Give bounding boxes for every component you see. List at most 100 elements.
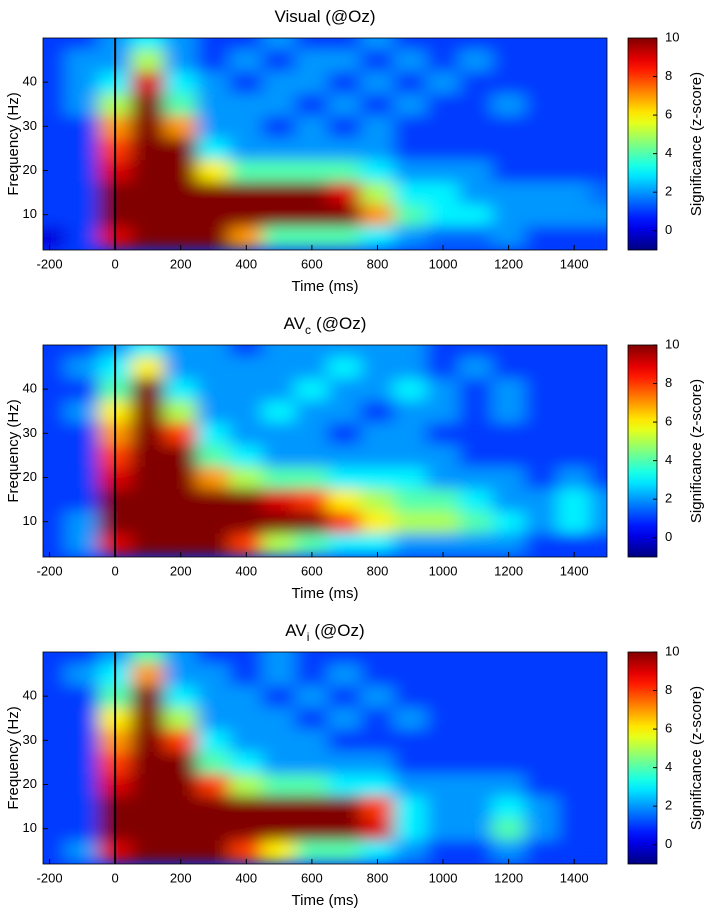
heatmap-cells: [43, 38, 607, 249]
heatmap-cell: [43, 203, 67, 227]
heatmap-cell: [458, 114, 493, 138]
y-tick-label: 30: [23, 425, 37, 440]
heatmap-cell: [491, 377, 526, 401]
heatmap-cell: [426, 377, 460, 401]
heatmap-cell: [360, 38, 395, 50]
heatmap-cell: [294, 225, 329, 249]
title-text: AV: [284, 314, 306, 333]
heatmap-cell: [590, 203, 607, 227]
heatmap-cell: [43, 355, 67, 379]
heatmap-cell: [262, 443, 296, 467]
heatmap-cell: [294, 839, 329, 863]
heatmap-cell: [590, 114, 607, 138]
heatmap-cell: [163, 465, 198, 490]
heatmap-cell: [426, 750, 460, 774]
heatmap-cell: [327, 795, 362, 819]
heatmap-cell: [393, 728, 428, 752]
heatmap-cell: [360, 70, 395, 94]
heatmap-cell: [43, 662, 67, 686]
heatmap-cell: [262, 706, 296, 730]
heatmap-cell: [557, 136, 592, 160]
heatmap-cell: [196, 345, 231, 357]
plot-frame: [42, 344, 608, 558]
heatmap-cell: [590, 662, 607, 686]
heatmap-cell: [262, 421, 296, 445]
x-tick-label: 0: [112, 870, 119, 885]
heatmap-cell: [229, 399, 264, 423]
heatmap-cell: [491, 225, 526, 249]
heatmap-cell: [426, 225, 460, 249]
heatmap-cell: [524, 70, 559, 94]
heatmap-cell: [557, 225, 592, 249]
heatmap-cell: [229, 443, 264, 467]
heatmap-cell: [43, 839, 67, 863]
heatmap-cell: [491, 158, 526, 183]
heatmap-cell: [294, 48, 329, 72]
heatmap-cell: [426, 772, 460, 797]
heatmap-cell: [491, 772, 526, 797]
heatmap-cell: [557, 684, 592, 708]
heatmap-cell: [229, 728, 264, 752]
heatmap-cell: [196, 158, 231, 183]
heatmap-cell: [557, 355, 592, 379]
heatmap-cell: [163, 662, 198, 686]
heatmap-cell: [426, 532, 460, 556]
heatmap-cell: [426, 158, 460, 183]
heatmap-cell: [294, 203, 329, 227]
heatmap-cell: [294, 652, 329, 664]
heatmap-cell: [163, 377, 198, 401]
heatmap-cell: [524, 399, 559, 423]
heatmap-cell: [131, 488, 165, 512]
heatmap-cell: [557, 728, 592, 752]
heatmap-cell: [65, 92, 100, 116]
heatmap-cell: [163, 345, 198, 357]
heatmap-cell: [65, 399, 100, 423]
heatmap-cell: [229, 772, 264, 797]
heatmap-cell: [196, 510, 231, 534]
heatmap-cell: [524, 465, 559, 490]
heatmap-cell: [294, 355, 329, 379]
heatmap-cell: [360, 772, 395, 797]
colorbar: [627, 344, 658, 558]
heatmap-cell: [262, 181, 296, 205]
heatmap-cell: [163, 421, 198, 445]
colorbar-tick-label: 2: [665, 798, 672, 813]
y-tick-label: 40: [23, 688, 37, 703]
heatmap-cell: [294, 181, 329, 205]
heatmap-cell: [491, 795, 526, 819]
heatmap-cell: [524, 421, 559, 445]
heatmap-cell: [360, 203, 395, 227]
heatmap-cell: [43, 92, 67, 116]
heatmap-cell: [458, 443, 493, 467]
heatmap-cell: [65, 38, 100, 50]
panel-title: AVi (@Oz): [285, 621, 364, 644]
heatmap-cell: [262, 817, 296, 841]
heatmap-cell: [65, 355, 100, 379]
heatmap-cell: [360, 114, 395, 138]
heatmap-cell: [524, 532, 559, 556]
title-text: Visual (@Oz): [274, 7, 375, 26]
heatmap-cell: [163, 706, 198, 730]
heatmap-cell: [196, 532, 231, 556]
heatmap-cell: [327, 817, 362, 841]
heatmap-cell: [557, 772, 592, 797]
heatmap-cell: [131, 181, 165, 205]
heatmap-cell: [557, 706, 592, 730]
heatmap-cell: [131, 377, 165, 401]
x-tick-label: 1400: [560, 870, 589, 885]
colorbar-tick-label: 6: [665, 107, 672, 122]
heatmap-cell: [458, 225, 493, 249]
heatmap-cell: [65, 377, 100, 401]
heatmap-cell: [131, 158, 165, 183]
heatmap-cell: [229, 38, 264, 50]
heatmap-cell: [360, 795, 395, 819]
heatmap-cell: [393, 225, 428, 249]
colorbar-tick-label: 0: [665, 836, 672, 851]
heatmap-cell: [327, 48, 362, 72]
heatmap-cell: [65, 728, 100, 752]
plot-frame: [42, 37, 608, 251]
heatmap-cell: [43, 48, 67, 72]
heatmap-cell: [262, 92, 296, 116]
heatmap-cell: [557, 662, 592, 686]
